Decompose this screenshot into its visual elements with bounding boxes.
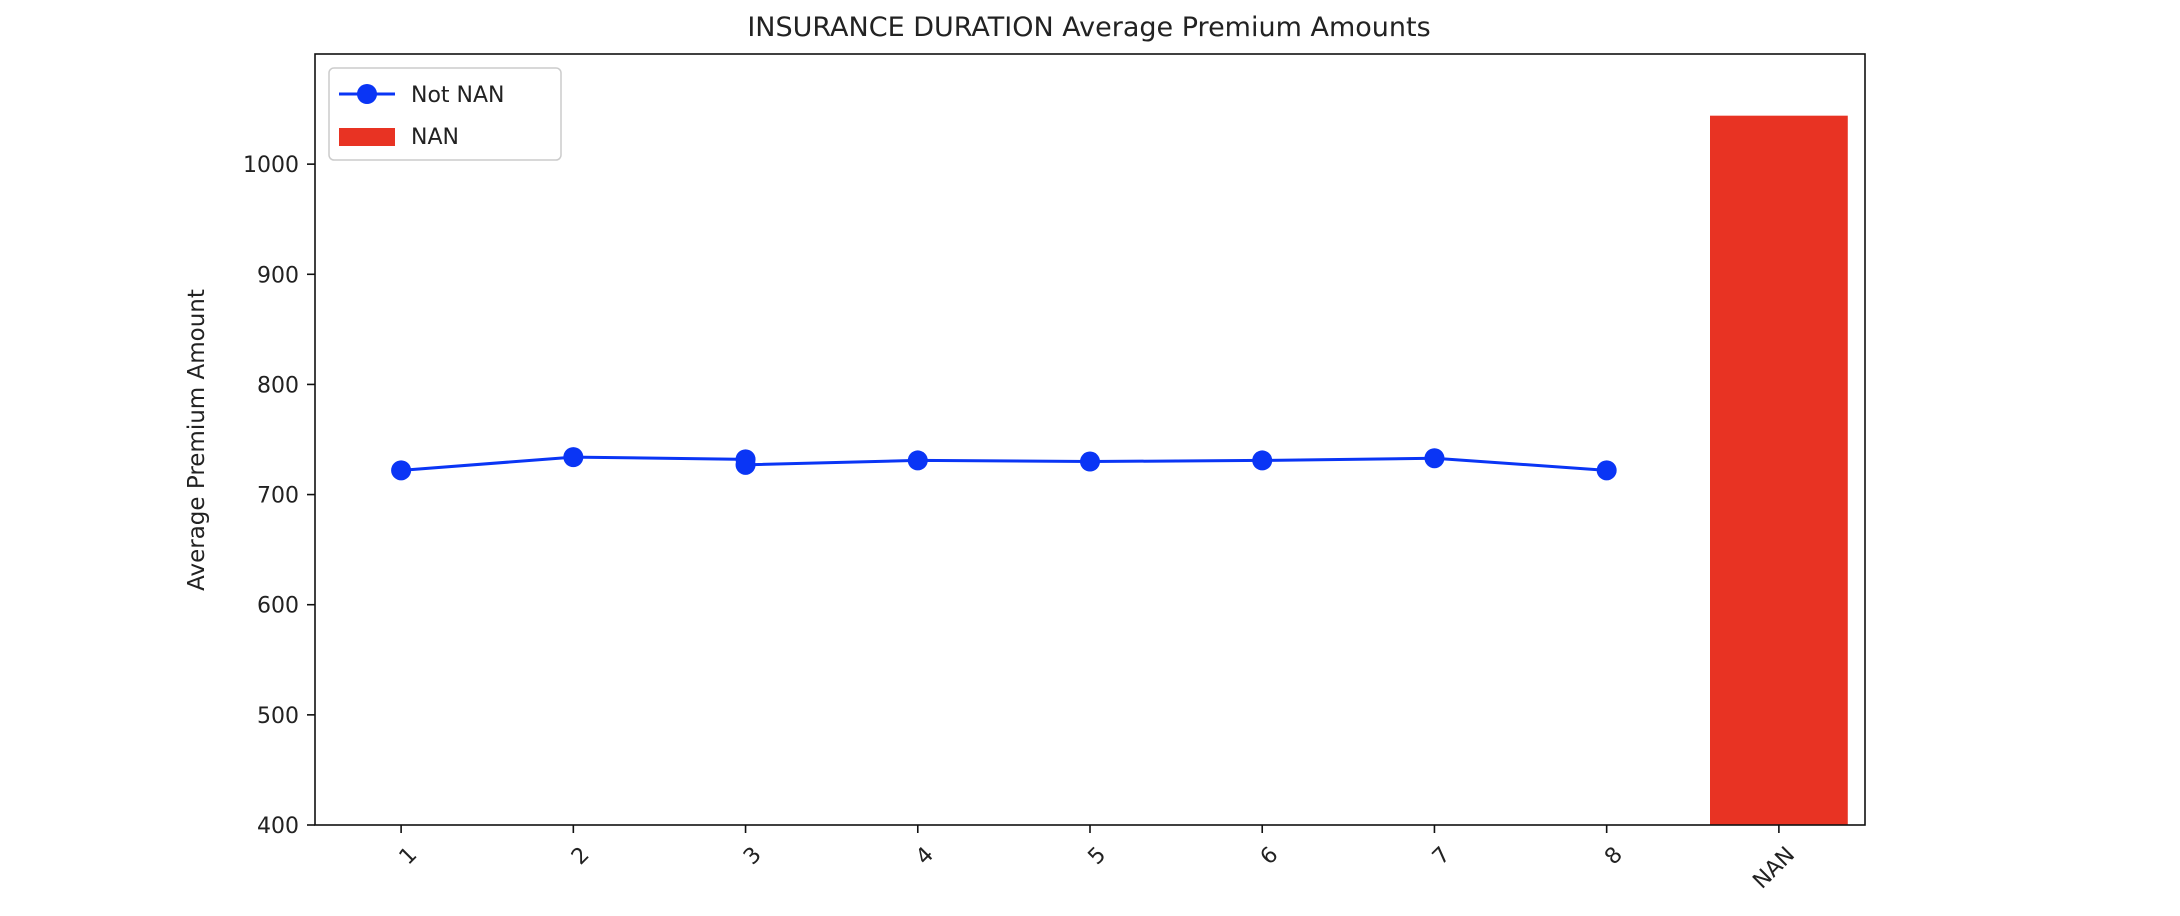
data-point-4 [907,450,928,471]
x-tick-label: 6 [1256,842,1284,870]
x-tick-label: 2 [567,842,595,870]
data-point-1 [563,447,584,468]
x-tick-label: 5 [1084,842,1112,870]
y-tick-label: 400 [257,814,299,839]
x-axis: 1 2 3 4 5 6 7 8 NAN [395,825,1800,894]
legend: Not NAN NAN [328,67,562,161]
bar-NAN [1710,115,1848,826]
y-tick-label: 800 [257,373,299,398]
y-tick-label: 600 [257,594,299,619]
x-tick-label: 1 [395,842,423,870]
plot-frame [314,53,1866,826]
chart-title: INSURANCE DURATION Average Premium Amoun… [747,12,1430,43]
x-tick-label: 3 [739,842,767,870]
x-tick-label: 8 [1600,842,1628,870]
data-point-8 [1596,460,1617,481]
legend-label: NAN [411,125,459,150]
data-point-3 [735,454,756,475]
legend-swatch-marker [357,84,377,104]
y-tick-label: 900 [257,263,299,288]
y-tick-label: 500 [257,704,299,729]
data-point-6 [1252,450,1273,471]
legend-swatch-bar [339,128,395,146]
data-point-5 [1080,451,1100,472]
legend-label: Not NAN [411,83,505,108]
x-tick-label: 7 [1428,842,1456,870]
plot-area [391,115,1848,826]
data-point-7 [1424,448,1445,469]
y-tick-label: 1000 [243,153,299,178]
x-tick-label: NAN [1748,842,1800,894]
y-tick-label: 700 [257,484,299,509]
y-axis-label: Average Premium Amount [184,289,210,591]
y-axis: 400 500 600 700 800 900 1000 [243,153,315,839]
x-tick-label: 4 [911,842,939,870]
data-point-0 [391,460,412,481]
